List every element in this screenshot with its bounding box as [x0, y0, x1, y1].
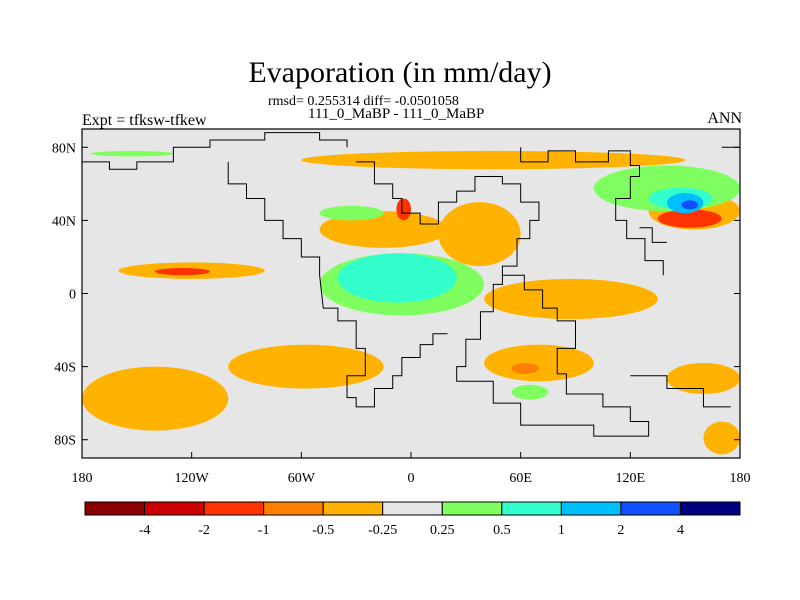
season-label: ANN — [707, 110, 742, 127]
y-tick-label: 0 — [69, 288, 76, 303]
x-tick-label: 120E — [616, 471, 646, 486]
north-coastline — [82, 132, 348, 170]
colorbar-label: -2 — [198, 523, 210, 538]
anomaly-region — [91, 150, 174, 157]
anomaly-region — [511, 362, 539, 374]
colorbar-label: -4 — [139, 523, 151, 538]
colorbar-label: 0.5 — [493, 523, 511, 538]
colorbar-swatch — [263, 501, 324, 516]
anomaly-region — [511, 384, 549, 400]
colorbar-label: 2 — [617, 523, 624, 538]
y-tick-label: 40S — [54, 361, 76, 376]
anomaly-region — [666, 362, 740, 395]
eastern-continent-coastline — [356, 161, 650, 437]
anomaly-region — [484, 278, 658, 320]
x-tick-label: 0 — [408, 471, 415, 486]
x-tick-label: 60W — [288, 471, 316, 486]
colorbar-swatch — [382, 501, 443, 516]
anomaly-region — [301, 150, 686, 170]
experiment-label: Expt = tfksw-tfkew — [82, 112, 207, 129]
colorbar-swatch — [84, 501, 146, 516]
y-tick-label: 40N — [52, 214, 76, 229]
colorbar-swatch — [620, 501, 681, 516]
colorbar-swatch — [501, 501, 562, 516]
colorbar-label: -1 — [258, 523, 270, 538]
anomaly-region — [396, 198, 412, 221]
colorbar-swatch — [144, 501, 205, 516]
anomaly-region — [337, 253, 457, 303]
colorbar-swatch — [560, 501, 622, 516]
anomaly-region — [484, 344, 594, 382]
colorbar-label: -0.25 — [368, 523, 397, 538]
island-coastline — [639, 227, 667, 243]
anomaly-region — [703, 421, 740, 455]
northeast-coastline — [520, 147, 664, 276]
rmsd-diff-stats: rmsd= 0.255314 diff= -0.0501058 — [268, 94, 459, 109]
anomaly-region — [438, 202, 521, 267]
y-tick-label: 80N — [52, 141, 76, 156]
anomaly-region — [319, 211, 448, 248]
chart-title: Evaporation (in mm/day) — [248, 56, 552, 89]
western-continent-coastline — [227, 161, 448, 408]
x-tick-label: 180 — [72, 471, 93, 486]
anomaly-region — [657, 209, 722, 228]
y-tick-label: 80S — [54, 434, 76, 449]
southeast-coastline — [630, 375, 731, 408]
chart-subtitle: 111_0_MaBP - 111_0_MaBP — [308, 106, 485, 122]
colorbar-swatch — [203, 501, 265, 516]
anomaly-region — [228, 344, 384, 389]
anomaly-region — [319, 205, 384, 221]
x-tick-label: 120W — [175, 471, 210, 486]
anomaly-region — [155, 267, 210, 276]
anomaly-region — [681, 200, 698, 210]
anomaly-region — [82, 366, 229, 431]
colorbar-label: -0.5 — [312, 523, 334, 538]
colorbar-label: 0.25 — [430, 523, 455, 538]
x-tick-label: 60E — [509, 471, 532, 486]
colorbar-label: 1 — [558, 523, 565, 538]
colorbar-label: 4 — [677, 523, 684, 538]
x-tick-label: 180 — [730, 471, 751, 486]
colorbar-swatch — [322, 501, 384, 516]
colorbar-swatch — [441, 501, 503, 516]
colorbar-swatch — [679, 501, 741, 516]
